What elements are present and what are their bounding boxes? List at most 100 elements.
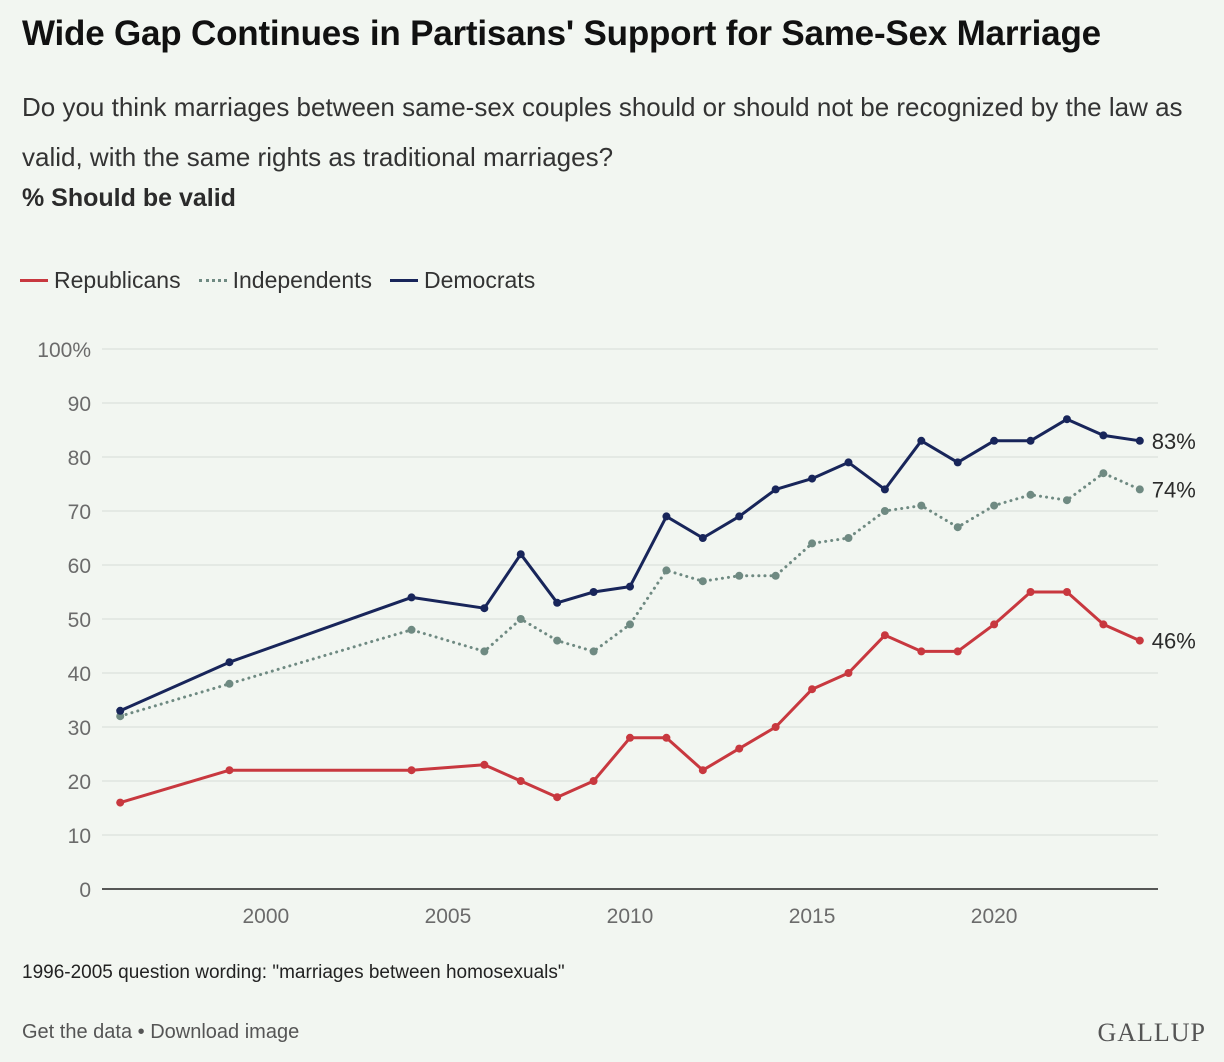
legend-label-independents: Independents — [232, 267, 372, 293]
data-point-democrats-2009 — [589, 588, 598, 596]
wording-note: 1996-2005 question wording: "marriages b… — [22, 962, 565, 983]
data-point-republicans-2007 — [516, 777, 525, 785]
data-point-independents-2018 — [917, 501, 926, 510]
data-point-republicans-2024 — [1135, 636, 1144, 645]
legend-swatch-democrats — [390, 279, 418, 282]
data-point-republicans-2010 — [626, 733, 634, 742]
data-point-republicans-1996 — [116, 798, 125, 807]
data-point-democrats-2014 — [771, 485, 780, 494]
data-point-republicans-2009 — [589, 777, 598, 785]
data-point-democrats-1999 — [225, 658, 234, 667]
gallup-logo: GALLUP — [1097, 1018, 1206, 1047]
end-label-republicans: 46% — [1152, 629, 1196, 654]
data-point-independents-2012 — [698, 577, 707, 586]
data-point-republicans-2017 — [880, 631, 889, 640]
footer-separator: • — [137, 1021, 145, 1043]
y-tick-label-100: 100% — [37, 339, 91, 362]
data-point-democrats-2006 — [480, 604, 489, 613]
y-tick-label-90: 90 — [68, 393, 91, 416]
data-point-republicans-2011 — [662, 733, 671, 742]
data-point-democrats-2018 — [917, 436, 926, 445]
legend-item-democrats: Democrats — [390, 267, 535, 294]
chart-subtitle: Do you think marriages between same-sex … — [22, 92, 1183, 172]
data-point-independents-2006 — [480, 647, 489, 656]
data-point-democrats-1996 — [116, 706, 125, 715]
data-point-democrats-2011 — [662, 512, 671, 521]
data-point-independents-2022 — [1062, 496, 1071, 505]
data-point-republicans-2013 — [735, 744, 744, 753]
data-point-democrats-2012 — [698, 534, 707, 542]
data-point-independents-2009 — [589, 647, 598, 656]
end-label-democrats: 83% — [1152, 429, 1196, 454]
data-point-independents-2013 — [735, 571, 744, 580]
data-point-independents-2017 — [880, 507, 889, 515]
data-point-republicans-1999 — [225, 766, 234, 775]
series-line-democrats — [118, 417, 1142, 713]
end-label-independents: 74% — [1152, 477, 1196, 502]
data-point-republicans-2014 — [771, 723, 780, 731]
data-point-democrats-2015 — [808, 474, 817, 483]
data-point-republicans-2022 — [1062, 588, 1071, 596]
data-point-republicans-2019 — [953, 647, 962, 656]
data-point-democrats-2022 — [1062, 415, 1071, 424]
y-tick-label-0: 0 — [79, 879, 91, 902]
get-data-link[interactable]: Get the data — [22, 1021, 133, 1043]
data-point-republicans-2004 — [407, 766, 416, 775]
data-point-republicans-2023 — [1099, 620, 1108, 629]
y-tick-label-10: 10 — [68, 825, 91, 848]
data-point-democrats-2021 — [1026, 436, 1035, 445]
data-point-republicans-2020 — [990, 620, 999, 629]
data-point-independents-2007 — [516, 615, 525, 623]
legend-swatch-republicans — [20, 279, 48, 282]
data-point-independents-2015 — [808, 539, 817, 548]
y-tick-label-30: 30 — [68, 717, 91, 740]
data-point-democrats-2004 — [407, 593, 416, 602]
y-tick-label-50: 50 — [68, 609, 91, 632]
data-point-independents-1999 — [225, 679, 234, 688]
data-point-republicans-2006 — [480, 760, 489, 769]
data-point-republicans-2021 — [1026, 588, 1035, 596]
data-point-independents-2016 — [844, 534, 853, 542]
y-tick-label-20: 20 — [68, 771, 91, 794]
y-tick-label-70: 70 — [68, 501, 91, 524]
data-point-independents-2010 — [626, 620, 634, 629]
data-point-independents-2023 — [1099, 469, 1108, 478]
data-point-independents-2011 — [662, 566, 671, 575]
data-point-democrats-2023 — [1099, 431, 1108, 440]
legend: Republicans Independents Democrats — [20, 267, 535, 294]
legend-label-republicans: Republicans — [54, 267, 181, 293]
data-point-republicans-2015 — [808, 685, 817, 694]
data-point-democrats-2017 — [880, 485, 889, 494]
legend-item-independents: Independents — [198, 267, 372, 294]
data-point-democrats-2016 — [844, 458, 853, 467]
y-tick-label-40: 40 — [68, 663, 91, 686]
x-tick-label-2000: 2000 — [243, 905, 290, 928]
data-point-independents-2019 — [953, 523, 962, 532]
unit-label: % Should be valid — [22, 184, 236, 212]
chart-title: Wide Gap Continues in Partisans' Support… — [22, 14, 1101, 53]
y-tick-label-60: 60 — [68, 555, 91, 578]
data-point-republicans-2016 — [844, 669, 853, 677]
legend-item-republicans: Republicans — [20, 267, 181, 294]
footer-links: Get the data • Download image — [22, 1021, 299, 1044]
series-line-republicans — [118, 590, 1142, 805]
data-point-independents-2024 — [1135, 485, 1144, 494]
data-point-independents-2021 — [1026, 490, 1035, 499]
x-tick-label-2015: 2015 — [789, 905, 836, 928]
download-image-link[interactable]: Download image — [150, 1021, 300, 1043]
data-point-republicans-2018 — [917, 647, 926, 656]
data-point-republicans-2008 — [553, 793, 562, 802]
data-point-independents-2004 — [407, 625, 416, 634]
legend-swatch-independents — [198, 279, 227, 282]
data-point-democrats-2007 — [516, 550, 525, 559]
y-tick-label-80: 80 — [68, 447, 91, 470]
x-tick-label-2010: 2010 — [607, 905, 654, 928]
series-line-independents — [118, 471, 1142, 718]
data-point-democrats-2008 — [553, 598, 562, 607]
legend-label-democrats: Democrats — [424, 267, 536, 293]
data-point-democrats-2013 — [735, 512, 744, 521]
data-point-democrats-2019 — [953, 458, 962, 467]
data-point-independents-2020 — [990, 501, 999, 510]
data-point-democrats-2010 — [626, 582, 634, 591]
